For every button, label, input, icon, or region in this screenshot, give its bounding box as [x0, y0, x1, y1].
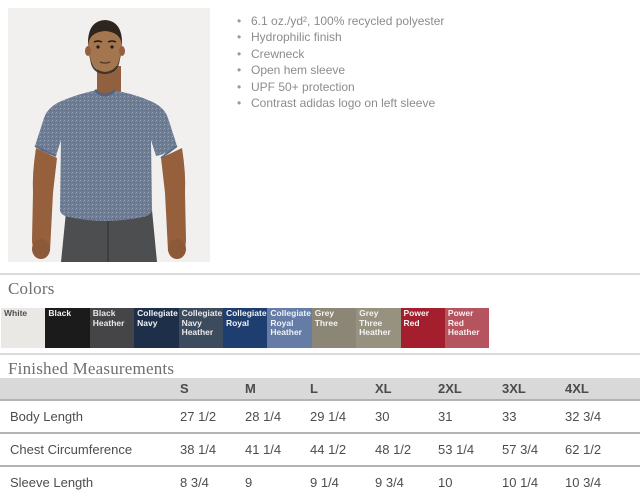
- feature-text: Crewneck: [251, 46, 305, 61]
- color-swatch-black[interactable]: Black: [45, 308, 90, 348]
- color-swatch-label: Collegiate Navy Heather: [181, 308, 223, 338]
- size-column-l: L: [310, 378, 375, 401]
- product-photo: [8, 8, 210, 262]
- size-column-m: M: [245, 378, 310, 401]
- measurement-value: 29 1/4: [310, 400, 375, 434]
- feature-item: • UPF 50+ protection: [237, 79, 444, 95]
- color-swatch-label: Power Red Heather: [447, 308, 480, 338]
- feature-text: Open hem sleeve: [251, 63, 346, 78]
- feature-item: • Hydrophilic finish: [237, 29, 444, 45]
- size-column-spacer: [0, 378, 180, 401]
- measurement-row-body-length: Body Length 27 1/2 28 1/4 29 1/4 30 31 33 32 3/…: [0, 400, 640, 434]
- measurement-label: Sleeve Length: [10, 475, 94, 490]
- measurement-value: 32 3/4: [565, 400, 640, 434]
- color-swatch-label: Power Red: [403, 308, 430, 328]
- measurement-value: 62 1/2: [565, 433, 640, 467]
- feature-text: UPF 50+ protection: [251, 79, 355, 94]
- measurements-table: S M L XL 2XL 3XL 4XL Body Length 27 1/2 28 1/4 29…: [0, 378, 640, 498]
- color-swatch-grey-three-heather[interactable]: Grey Three Heather: [356, 308, 401, 348]
- color-swatch-label: Black Heather: [92, 308, 125, 328]
- bullet-icon: •: [237, 79, 242, 94]
- bullet-icon: •: [237, 30, 242, 45]
- measurement-label: Chest Circumference: [0, 433, 180, 467]
- measurement-row-sleeve-length: Sleeve Length 8 3/4 9 9 1/4 9 3/4 10 10 1/4 10 …: [0, 466, 640, 498]
- measurement-value: 44 1/2: [310, 433, 375, 467]
- feature-text: Hydrophilic finish: [251, 30, 342, 45]
- feature-item: • Crewneck: [237, 46, 444, 62]
- measurement-value: 41 1/4: [245, 433, 310, 467]
- bullet-icon: •: [237, 14, 242, 28]
- feature-item: • 6.1 oz./yd², 100% recycled polyester: [237, 13, 444, 29]
- size-column-xl: XL: [375, 378, 438, 401]
- color-swatch-power-red[interactable]: Power Red: [400, 308, 445, 348]
- color-swatch-row: White Black Black Heather Collegiate Navy Co…: [1, 308, 490, 348]
- color-swatch-label: Collegiate Navy: [137, 308, 178, 328]
- bullet-icon: •: [237, 63, 242, 78]
- color-swatch-collegiate-royal[interactable]: Collegiate Royal: [222, 308, 268, 348]
- feature-text: 6.1 oz./yd², 100% recycled polyester: [251, 14, 445, 28]
- feature-text: Contrast adidas logo on left sleeve: [251, 96, 436, 111]
- size-column-3xl: 3XL: [502, 378, 565, 401]
- measurement-value: 10 3/4: [565, 475, 602, 490]
- color-swatch-grey-three[interactable]: Grey Three: [311, 308, 357, 348]
- color-swatch-label: Collegiate Royal Heather: [270, 308, 311, 338]
- measurement-value: 53 1/4: [438, 433, 502, 467]
- model-illustration: [8, 8, 210, 262]
- color-swatch-label: Collegiate Royal: [225, 308, 267, 328]
- finished-measurements-heading: Finished Measurements: [8, 359, 175, 378]
- measurement-value: 38 1/4: [180, 433, 245, 467]
- measurement-value: 28 1/4: [245, 400, 310, 434]
- measurement-row-chest-circumference: Chest Circumference 38 1/4 41 1/4 44 1/2 48 …: [0, 433, 640, 467]
- color-swatch-collegiate-navy[interactable]: Collegiate Navy: [134, 308, 179, 348]
- measurement-value: 27 1/2: [180, 400, 245, 434]
- bullet-icon: •: [237, 96, 242, 111]
- size-column-s: S: [180, 378, 245, 401]
- feature-list: • 6.1 oz./yd², 100% recycled polyester • Hy…: [237, 13, 444, 111]
- color-swatch-white[interactable]: White: [1, 308, 46, 348]
- size-header-row: S M L XL 2XL 3XL 4XL: [0, 378, 640, 401]
- measurement-value: 48 1/2: [375, 433, 438, 467]
- color-swatch-collegiate-royal-heather[interactable]: Collegiate Royal Heather: [267, 308, 312, 348]
- size-column-4xl: 4XL: [565, 378, 640, 401]
- color-swatch-label: White: [4, 308, 28, 318]
- color-swatch-label: Grey Three Heather: [359, 308, 391, 338]
- section-divider: [0, 273, 640, 275]
- measurement-value: 9: [245, 475, 253, 490]
- measurement-label: Body Length: [0, 400, 180, 434]
- color-swatch-label: Black: [48, 308, 72, 318]
- measurement-value: 8 3/4: [180, 475, 209, 490]
- measurement-value: 9 1/4: [310, 475, 339, 490]
- measurement-value: 57 3/4: [502, 433, 565, 467]
- measurement-value: 10: [438, 475, 453, 490]
- color-swatch-black-heather[interactable]: Black Heather: [89, 308, 135, 348]
- bullet-icon: •: [237, 46, 242, 61]
- measurement-value: 10 1/4: [502, 475, 539, 490]
- feature-item: • Contrast adidas logo on left sleeve: [237, 95, 444, 111]
- section-divider: [0, 353, 640, 355]
- color-swatch-power-red-heather[interactable]: Power Red Heather: [444, 308, 490, 348]
- measurement-value: 30: [375, 400, 438, 434]
- measurement-value: 33: [502, 400, 565, 434]
- feature-item: • Open hem sleeve: [237, 62, 444, 78]
- color-swatch-collegiate-navy-heather[interactable]: Collegiate Navy Heather: [178, 308, 223, 348]
- measurement-value: 9 3/4: [375, 475, 404, 490]
- measurement-value: 31: [438, 400, 502, 434]
- size-column-2xl: 2XL: [438, 378, 502, 401]
- colors-heading: Colors: [8, 279, 55, 298]
- color-swatch-label: Grey Three: [314, 308, 338, 328]
